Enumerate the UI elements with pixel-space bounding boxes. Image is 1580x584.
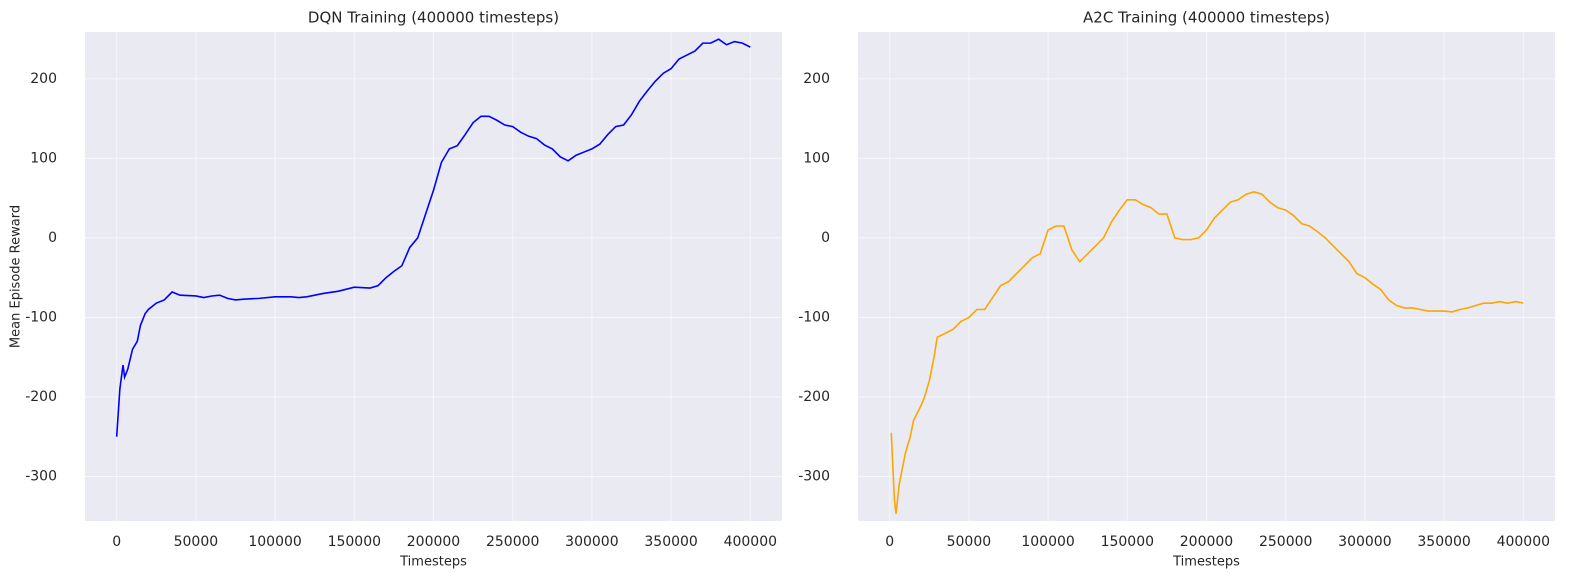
x-tick-label: 150000 — [328, 534, 381, 550]
y-tick-label: 100 — [30, 150, 57, 166]
x-tick-label: 0 — [885, 534, 894, 550]
x-tick-label: 100000 — [248, 534, 301, 550]
x-tick-label: 50000 — [174, 534, 219, 550]
x-tick-label: 400000 — [724, 534, 777, 550]
x-tick-label: 200000 — [1180, 534, 1233, 550]
x-tick-label: 250000 — [486, 534, 539, 550]
x-tick-label: 200000 — [407, 534, 460, 550]
y-tick-label: -200 — [25, 389, 57, 405]
y-axis-label: Mean Episode Reward — [9, 205, 24, 348]
x-tick-label: 0 — [112, 534, 121, 550]
x-tick-label: 350000 — [1417, 534, 1470, 550]
x-tick-label: 100000 — [1021, 534, 1074, 550]
y-tick-label: 100 — [803, 150, 830, 166]
chart-title: DQN Training (400000 timesteps) — [308, 9, 559, 27]
x-tick-label: 400000 — [1497, 534, 1550, 550]
y-tick-label: 0 — [821, 230, 830, 246]
x-axis-label: Timesteps — [1172, 555, 1240, 570]
x-tick-label: 300000 — [565, 534, 618, 550]
x-tick-label: 150000 — [1101, 534, 1154, 550]
y-tick-label: -300 — [798, 468, 830, 484]
y-tick-label: -300 — [25, 468, 57, 484]
x-axis-label: Timesteps — [399, 555, 467, 570]
x-tick-label: 250000 — [1259, 534, 1312, 550]
y-tick-label: 0 — [48, 230, 57, 246]
data-line — [115, 38, 751, 437]
y-tick-label: -200 — [798, 389, 830, 405]
y-tick-label: -100 — [25, 309, 57, 325]
x-tick-label: 300000 — [1338, 534, 1391, 550]
y-tick-label: 200 — [30, 71, 57, 87]
x-tick-label: 50000 — [947, 534, 992, 550]
y-tick-label: -100 — [798, 309, 830, 325]
data-line — [890, 190, 1524, 514]
x-tick-label: 350000 — [644, 534, 697, 550]
y-tick-label: 200 — [803, 71, 830, 87]
chart-title: A2C Training (400000 timesteps) — [1083, 9, 1330, 27]
